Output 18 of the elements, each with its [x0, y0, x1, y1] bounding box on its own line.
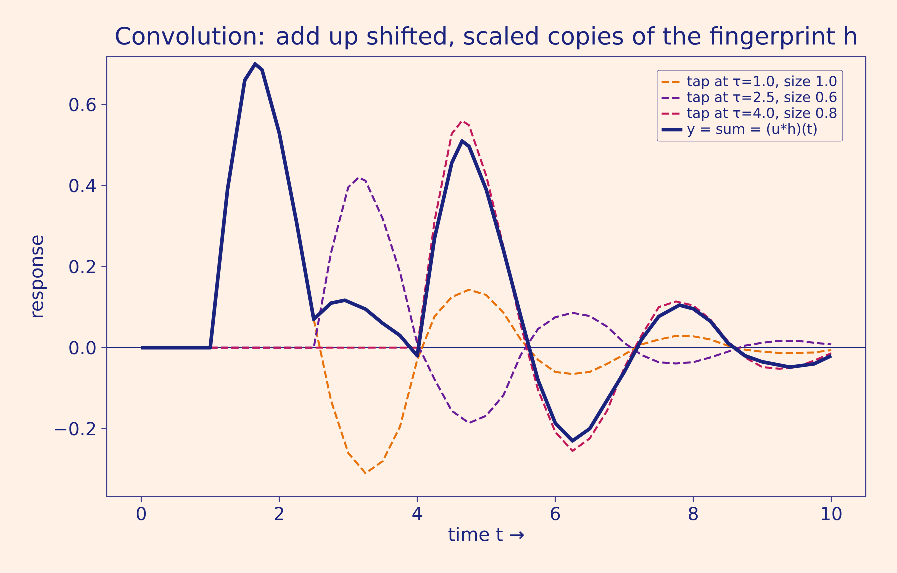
- y-tick-label: 0.6: [70, 98, 96, 112]
- legend-label: tap at τ=1.0, size 1.0: [687, 76, 837, 90]
- legend-label: y = sum = (u*h)(t): [688, 124, 817, 137]
- x-tick-label: 10: [822, 507, 842, 521]
- x-axis-title: time t →: [448, 527, 524, 542]
- y-tick-label: 0.0: [70, 341, 96, 355]
- x-tick-label: 2: [275, 507, 284, 520]
- x-tick-label: 0: [136, 507, 146, 521]
- y-tick-label: 0.4: [70, 179, 96, 193]
- chart-title: Convolution: add up shifted, scaled copies of the fingerprint h: [116, 26, 856, 50]
- y-tick-label: −0.2: [55, 422, 96, 436]
- x-tick-label: 8: [689, 507, 698, 521]
- y-tick-label: 0.2: [70, 260, 96, 274]
- x-tick-label: 4: [412, 507, 422, 520]
- y-axis-title: response: [32, 236, 47, 318]
- legend-label: tap at τ=2.5, size 0.6: [687, 92, 837, 106]
- x-tick-label: 6: [551, 507, 560, 521]
- legend-label: tap at τ=4.0, size 0.8: [687, 108, 837, 122]
